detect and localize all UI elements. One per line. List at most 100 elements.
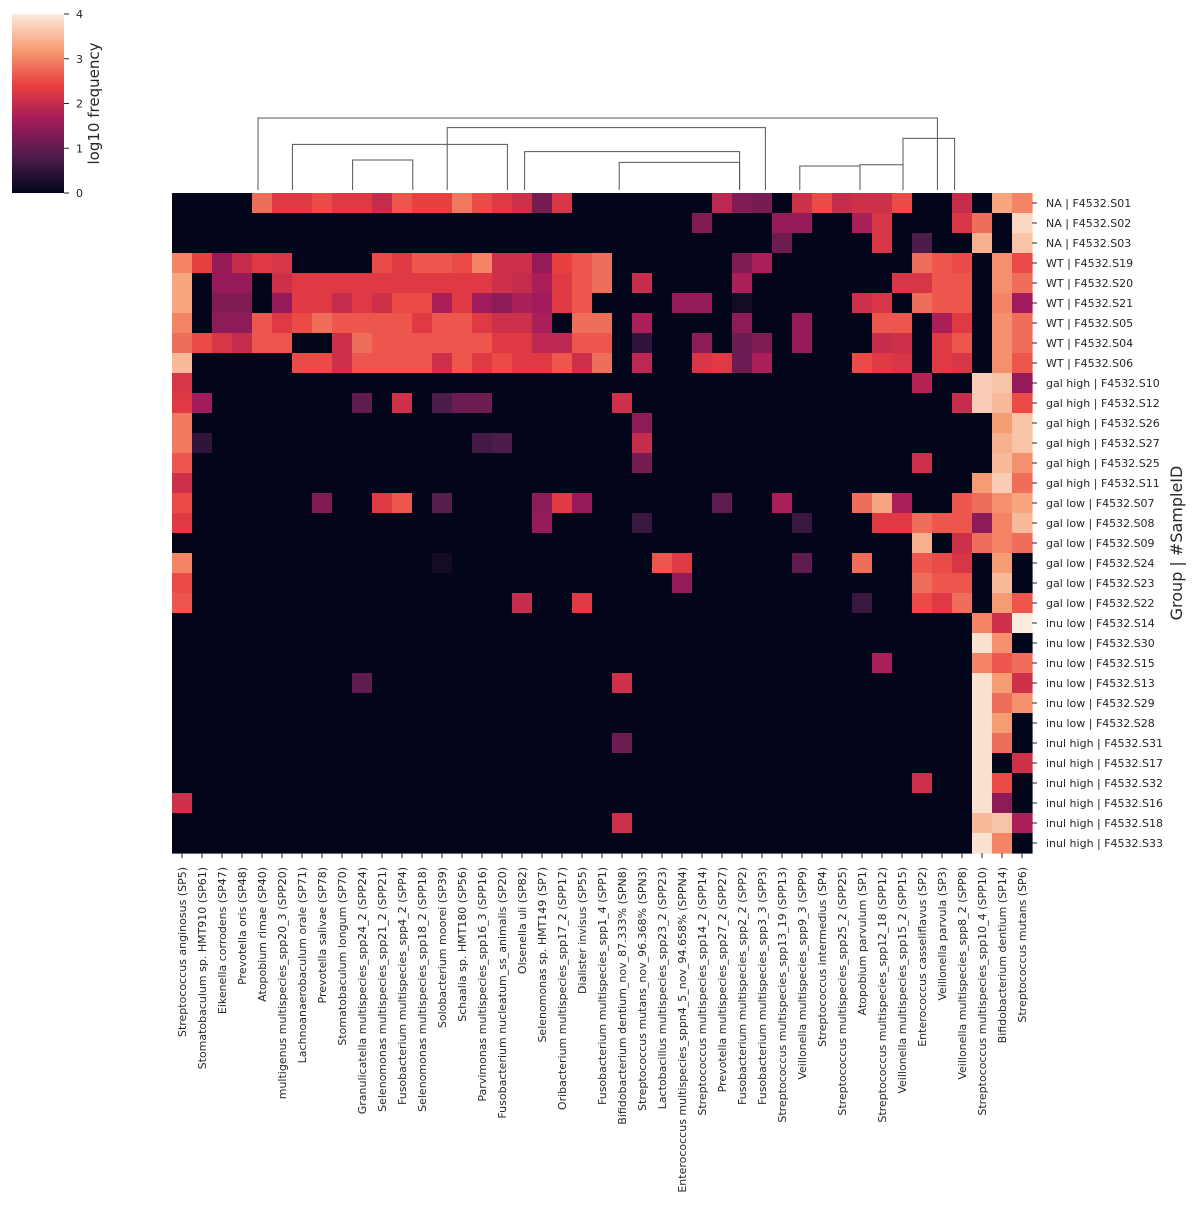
heatmap-cell <box>752 253 773 274</box>
heatmap-cell <box>272 453 293 474</box>
heatmap-cell <box>452 273 473 294</box>
heatmap-cell <box>552 833 573 854</box>
heatmap-cell <box>592 193 613 214</box>
row-label: inu low | F4532.S29 <box>1046 697 1155 710</box>
heatmap-cell <box>932 833 953 854</box>
heatmap-cell <box>592 813 613 834</box>
dendrogram-branch <box>859 164 904 190</box>
heatmap-cell <box>232 253 253 274</box>
heatmap-cell <box>192 473 213 494</box>
heatmap-cell <box>212 833 233 854</box>
heatmap-cell <box>912 233 933 254</box>
heatmap-cell <box>972 693 993 714</box>
heatmap-cell <box>872 693 893 714</box>
heatmap-cell <box>812 513 833 534</box>
heatmap-cell <box>952 633 973 654</box>
heatmap-cell <box>772 513 793 534</box>
heatmap-cell <box>852 213 873 234</box>
heatmap-cell <box>232 493 253 514</box>
heatmap-cell <box>912 733 933 754</box>
heatmap-cell <box>592 333 613 354</box>
heatmap-cell <box>212 453 233 474</box>
heatmap-cell <box>832 833 853 854</box>
heatmap-cell <box>252 573 273 594</box>
heatmap-cell <box>552 513 573 534</box>
heatmap-cell <box>752 713 773 734</box>
heatmap-cell <box>692 713 713 734</box>
heatmap-cell <box>992 313 1013 334</box>
heatmap-cell <box>172 253 193 274</box>
heatmap-cell <box>732 773 753 794</box>
heatmap-cell <box>952 833 973 854</box>
heatmap-cell <box>172 693 193 714</box>
column-label: Oribacterium multispecies_spp17_2 (SPP17… <box>556 867 569 1110</box>
heatmap-cell <box>892 533 913 554</box>
heatmap-cell <box>632 693 653 714</box>
heatmap-cell <box>632 453 653 474</box>
heatmap-cell <box>412 453 433 474</box>
heatmap-cell <box>212 693 233 714</box>
heatmap-cell <box>892 233 913 254</box>
heatmap-cell <box>772 453 793 474</box>
heatmap-cell <box>192 693 213 714</box>
heatmap-cell <box>952 533 973 554</box>
heatmap-cell <box>992 793 1013 814</box>
heatmap-cell <box>232 193 253 214</box>
heatmap-cell <box>612 613 633 634</box>
heatmap-cell <box>952 493 973 514</box>
heatmap-cell <box>332 773 353 794</box>
heatmap-cell <box>752 493 773 514</box>
heatmap-cell <box>1012 353 1033 374</box>
heatmap-cell <box>492 333 513 354</box>
heatmap-cell <box>552 813 573 834</box>
heatmap-cell <box>432 633 453 654</box>
row-label: gal low | F4532.S09 <box>1046 537 1155 550</box>
heatmap-cell <box>192 713 213 734</box>
heatmap-cell <box>432 553 453 574</box>
heatmap-cell <box>852 313 873 334</box>
heatmap-cell <box>332 813 353 834</box>
heatmap-cell <box>352 233 373 254</box>
heatmap-cell <box>372 473 393 494</box>
heatmap-cell <box>572 353 593 374</box>
row-label: WT | F4532.S05 <box>1046 317 1133 330</box>
heatmap-cell <box>452 393 473 414</box>
heatmap-cell <box>292 473 313 494</box>
heatmap-cell <box>712 713 733 734</box>
column-label: Veillonella parvula (SP3) <box>936 867 949 1001</box>
heatmap-cell <box>332 233 353 254</box>
heatmap-cell <box>532 793 553 814</box>
heatmap-cell <box>992 613 1013 634</box>
heatmap-cell <box>512 533 533 554</box>
heatmap-cell <box>812 753 833 774</box>
heatmap-cell <box>612 533 633 554</box>
column-label: Stomatobaculum longum (SP70) <box>336 867 349 1046</box>
heatmap-cell <box>892 793 913 814</box>
heatmap-cell <box>192 773 213 794</box>
heatmap-cell <box>292 453 313 474</box>
heatmap-cell <box>832 653 853 674</box>
column-label: Prevotella multispecies_spp27_2 (SPP27) <box>716 867 729 1092</box>
heatmap-cell <box>992 693 1013 714</box>
heatmap-cell <box>592 733 613 754</box>
heatmap-cell <box>532 673 553 694</box>
heatmap-cell <box>392 233 413 254</box>
heatmap-cell <box>412 593 433 614</box>
heatmap-cell <box>412 233 433 254</box>
heatmap-cell <box>952 553 973 574</box>
heatmap-cell <box>172 533 193 554</box>
heatmap-cell <box>612 653 633 674</box>
heatmap-cell <box>192 453 213 474</box>
heatmap-cell <box>472 293 493 314</box>
heatmap-cell <box>332 833 353 854</box>
heatmap-cell <box>412 753 433 774</box>
heatmap-cell <box>172 393 193 414</box>
heatmap-cell <box>772 273 793 294</box>
heatmap-cell <box>1012 693 1033 714</box>
heatmap-cell <box>552 273 573 294</box>
heatmap-cell <box>312 473 333 494</box>
heatmap-cell <box>812 713 833 734</box>
heatmap-cell <box>912 333 933 354</box>
heatmap-cell <box>192 213 213 234</box>
heatmap-cell <box>852 613 873 634</box>
